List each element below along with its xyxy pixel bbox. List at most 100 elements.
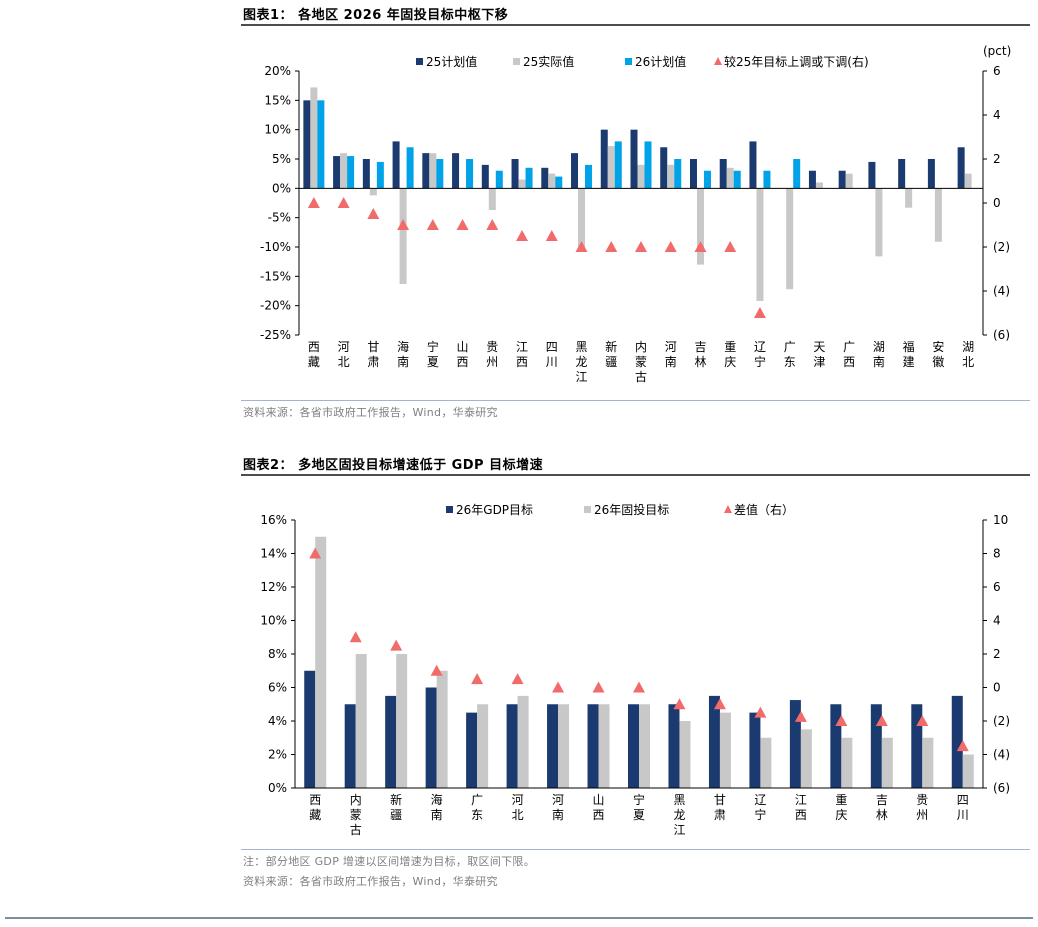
fig1-category-label: 山西 [457,340,469,369]
fig1-bar [630,129,638,189]
fig2-diff-marker [875,715,888,726]
fig2-diff-marker [511,673,524,685]
figure2-bottom-rule [241,849,1030,850]
fig2-diff-marker [754,706,767,718]
fig2-category-label: 宁夏 [633,792,645,822]
fig1-category-label: 天津 [813,340,825,369]
fig1-y-left-tick-label: 0% [272,181,291,195]
fig1-category-label: 福建 [903,339,915,369]
fig1-category-label: 河北 [338,340,350,369]
fig1-bar [555,176,563,189]
fig2-y-left-tick-label: 12% [260,580,287,594]
fig1-bar [674,159,682,189]
fig1-diff-marker [486,219,499,230]
fig2-bar [587,704,599,788]
fig1-bar [733,170,741,189]
fig2-category-label: 江西 [795,793,807,822]
fig2-bar [304,670,316,788]
fig1-bar [429,153,437,189]
fig2-category-label: 重庆 [835,793,847,822]
fig2-bar [355,654,367,788]
fig2-legend-swatch [584,506,591,513]
fig2-category-label: 吉林 [876,793,888,822]
fig1-bar [749,141,757,189]
fig1-diff-marker [367,208,380,219]
fig1-bar [868,161,876,189]
fig1-y-left-tick-label: -25% [260,328,291,342]
fig2-bar [344,704,356,788]
fig1-bar [964,173,972,189]
fig1-bar [347,156,355,189]
fig1-legend-label: 25实际值 [523,54,574,69]
fig1-y-left-tick-label: -20% [260,299,291,313]
figure2-top-rule [241,474,1030,476]
fig1-diff-marker [753,307,766,318]
fig1-bar [362,159,370,189]
fig2-diff-marker [956,740,969,752]
fig1-bar [696,188,704,265]
fig1-bar [452,153,460,189]
fig1-bar [763,170,771,189]
page-bottom-rule [5,917,1033,919]
fig2-y-left-tick-label: 8% [268,647,287,661]
fig2-diff-marker [633,681,645,693]
fig1-category-label: 宁夏 [427,339,439,369]
fig1-bar [541,167,549,189]
fig2-legend-label: 26年固投目标 [594,502,669,517]
fig2-category-label: 贵州 [916,793,928,822]
fig1-bar [518,179,526,189]
figure2-title: 图表2： 多地区固投目标增速低于 GDP 目标增速 [243,458,544,473]
fig1-bar [436,159,444,189]
fig2-bar [881,737,893,788]
fig2-y-right-tick-label: (2) [993,714,1010,728]
fig2-bar [951,695,963,788]
fig2-y-left-tick-label: 16% [260,513,287,527]
fig1-bar [317,100,325,189]
fig2-diff-marker [592,681,605,693]
fig1-diff-marker [664,241,677,252]
fig2-diff-marker [390,639,403,651]
fig1-y-left-tick-label: 10% [264,123,291,137]
fig1-category-label: 江西 [516,340,528,369]
fig1-legend-swatch [416,58,423,65]
fig2-y-right-tick-label: (6) [993,781,1010,795]
fig2-bar [962,754,974,788]
fig1-diff-marker [337,197,350,208]
fig1-bar [422,153,430,189]
fig2-bar [639,704,650,788]
fig1-y-right-tick-label: (2) [993,240,1010,254]
fig1-legend-label: 25计划值 [426,54,477,69]
fig1-y-left-tick-label: -5% [268,211,291,225]
fig1-legend-swatch [625,58,632,65]
fig2-legend-marker [724,505,732,513]
fig1-bar [303,100,311,189]
fig2-category-label: 四川 [957,793,969,822]
fig1-bar [406,147,414,189]
fig2-category-label: 河北 [512,793,524,822]
fig2-category-label: 西藏 [309,793,321,822]
fig1-category-label: 广东 [784,340,796,369]
fig1-bar [637,164,645,189]
fig1-bar [571,153,579,189]
fig1-y-left-tick-label: -15% [260,269,291,283]
fig2-diff-marker [349,631,362,643]
fig1-diff-marker [426,219,439,230]
fig2-y-right-tick-label: 0 [993,681,1001,695]
fig2-bar [517,695,529,788]
fig1-category-label: 重庆 [724,340,736,369]
fig1-bar [376,161,384,189]
fig2-y-left-tick-label: 10% [260,614,287,628]
fig1-bar [614,141,622,189]
fig2-bar [708,695,720,788]
fig2-y-right-tick-label: 8 [993,547,1001,561]
fig1-diff-marker [456,219,469,230]
fig1-category-label: 西藏 [308,340,320,369]
fig1-bar [525,167,533,189]
fig1-category-label: 河南 [665,340,677,369]
fig2-bar [558,704,570,788]
fig2-bar [547,704,559,788]
fig2-legend-swatch [446,506,453,513]
fig2-category-label: 黑龙江 [673,793,685,837]
fig2-category-label: 海南 [431,792,443,822]
fig1-bar [808,170,816,189]
